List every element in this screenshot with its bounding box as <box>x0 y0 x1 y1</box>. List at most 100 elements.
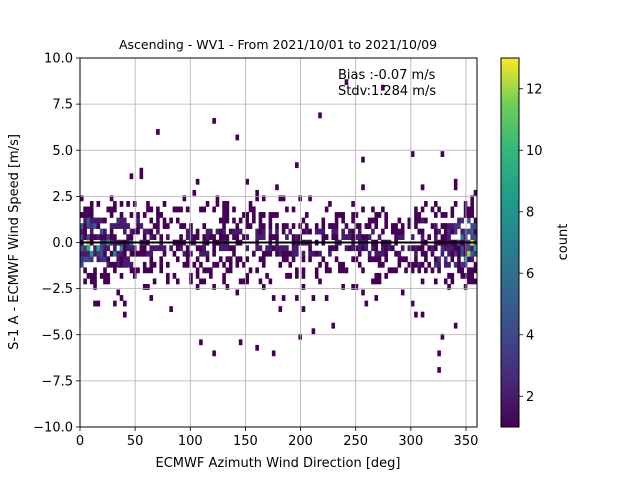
heatmap-cell <box>354 223 359 229</box>
heatmap-cell <box>83 228 87 235</box>
heatmap-cell <box>298 234 302 241</box>
x-tick-label: 50 <box>127 434 144 449</box>
heatmap-cell <box>215 261 220 268</box>
heatmap-cell <box>470 228 474 235</box>
heatmap-cell <box>258 245 263 252</box>
heatmap-cell <box>437 267 441 274</box>
heatmap-cell <box>205 200 210 207</box>
heatmap-cell <box>189 278 193 285</box>
y-tick-label: 0.0 <box>52 236 73 251</box>
heatmap-cell <box>268 223 273 229</box>
heatmap-cell <box>384 245 388 252</box>
heatmap-cell <box>377 234 382 241</box>
heatmap-cell <box>126 256 130 263</box>
heatmap-cell <box>384 217 388 224</box>
heatmap-cell <box>420 234 425 241</box>
heatmap-cell <box>278 195 283 202</box>
heatmap-cell <box>222 223 226 229</box>
heatmap-cell <box>93 300 97 307</box>
heatmap-cell <box>424 256 428 263</box>
heatmap-cell <box>314 223 319 229</box>
heatmap-cell <box>443 223 448 229</box>
heatmap-cell <box>195 234 200 241</box>
heatmap-cell <box>235 256 240 263</box>
heatmap-cell <box>232 245 236 252</box>
heatmap-cell <box>321 217 326 224</box>
heatmap-cell <box>440 234 445 241</box>
chart-title: Ascending - WV1 - From 2021/10/01 to 202… <box>119 37 437 52</box>
heatmap-cell <box>258 228 263 235</box>
heatmap-cell <box>394 250 398 257</box>
heatmap-cell <box>93 284 97 290</box>
heatmap-cell <box>96 256 101 263</box>
heatmap-cell <box>301 217 306 224</box>
x-tick-label: 300 <box>398 434 423 449</box>
heatmap-cell <box>136 212 140 218</box>
heatmap-cell <box>374 272 379 279</box>
heatmap-cell <box>470 267 474 274</box>
heatmap-cell <box>453 200 458 207</box>
heatmap-cell <box>457 223 461 229</box>
heatmap-cell <box>195 272 200 279</box>
heatmap-cell <box>275 234 279 241</box>
heatmap-cell <box>414 256 418 263</box>
heatmap-cell <box>314 250 319 257</box>
heatmap-cell <box>424 250 428 257</box>
heatmap-cell <box>129 173 134 180</box>
y-tick-label: −2.5 <box>41 282 73 297</box>
heatmap-cell <box>159 245 164 252</box>
heatmap-cell <box>116 217 120 224</box>
heatmap-cell <box>185 256 190 263</box>
heatmap-cell <box>381 228 385 235</box>
heatmap-cell <box>470 250 474 257</box>
heatmap-cell <box>129 245 134 252</box>
heatmap-cell <box>123 261 127 268</box>
colorbar-tick-label: 4 <box>526 328 534 343</box>
heatmap-cell <box>129 261 134 268</box>
heatmap-cell <box>443 234 448 241</box>
heatmap-cell <box>132 228 137 235</box>
heatmap-cell <box>86 245 91 252</box>
heatmap-cell <box>410 300 415 307</box>
heatmap-cell <box>338 212 342 218</box>
heatmap-cell <box>414 250 418 257</box>
heatmap-cell <box>447 272 451 279</box>
heatmap-cell <box>374 295 379 301</box>
heatmap-cell <box>202 245 207 252</box>
heatmap-cell <box>354 245 359 252</box>
heatmap-cell <box>390 267 395 274</box>
heatmap-cell <box>437 350 441 357</box>
heatmap-cell <box>172 272 177 279</box>
heatmap-cell <box>80 228 84 235</box>
heatmap-cell <box>86 206 91 213</box>
heatmap-cell <box>430 206 435 213</box>
heatmap-cell <box>119 200 124 207</box>
heatmap-cell <box>99 234 104 241</box>
x-axis-ticks: 0 50 100 150 200 250 300 350 <box>76 427 478 449</box>
heatmap-cell <box>123 300 127 307</box>
heatmap-cell <box>371 206 375 213</box>
heatmap-cell <box>377 250 382 257</box>
heatmap-cell <box>146 206 150 213</box>
heatmap-cell <box>93 278 97 285</box>
heatmap-cell <box>288 261 293 268</box>
heatmap-cell <box>86 250 91 257</box>
heatmap-cell <box>420 261 425 268</box>
heatmap-cell <box>357 261 362 268</box>
heatmap-cell <box>467 217 471 224</box>
heatmap-cell <box>420 217 425 224</box>
heatmap-cell <box>235 289 240 296</box>
heatmap-cell <box>278 261 283 268</box>
heatmap-cell <box>470 200 474 207</box>
heatmap-cell <box>414 212 418 218</box>
heatmap-cell <box>209 267 213 274</box>
heatmap-cell <box>255 189 259 196</box>
heatmap-cell <box>344 79 349 86</box>
heatmap-cell <box>225 284 230 290</box>
heatmap-cell <box>281 195 286 202</box>
heatmap-cell <box>235 134 240 141</box>
heatmap-cell <box>334 228 339 235</box>
heatmap-cell <box>271 350 276 357</box>
heatmap-cell <box>341 261 345 268</box>
heatmap-cell <box>205 256 210 263</box>
